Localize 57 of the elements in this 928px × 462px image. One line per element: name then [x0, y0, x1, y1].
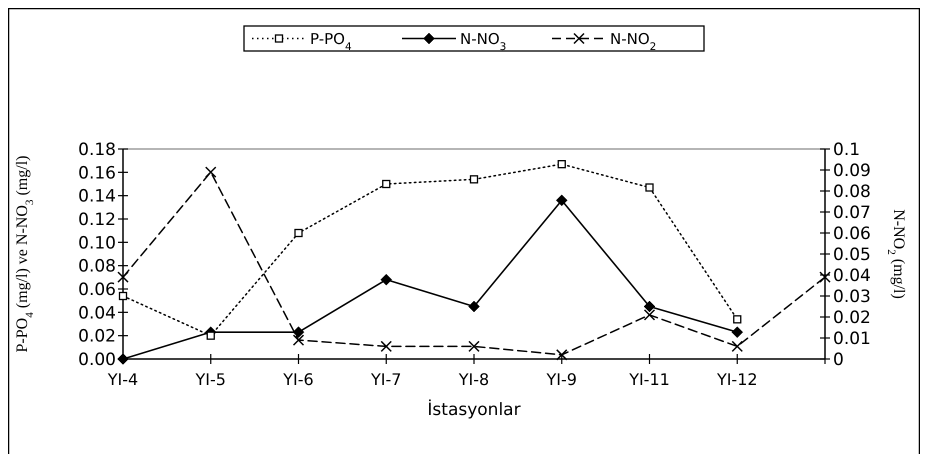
y-tick-label: 0.18 — [78, 140, 116, 160]
legend-label: N-NO$_{2}$ — [610, 30, 656, 53]
point — [819, 271, 831, 283]
point — [468, 340, 480, 352]
point — [294, 228, 303, 238]
point — [468, 300, 480, 312]
y-tick-label: 0.02 — [78, 326, 116, 347]
y-tick-label: 0.08 — [78, 256, 116, 277]
legend-label: N-NO$_{3}$ — [460, 30, 506, 53]
y2-tick-label: 0.09 — [833, 160, 871, 181]
y-tick-label: 0.14 — [78, 186, 116, 207]
x-tick-label: YI-4 — [106, 370, 138, 389]
y2-tick-label: 0 — [833, 350, 844, 370]
y2-tick-label: 0.01 — [833, 328, 871, 349]
point — [380, 274, 392, 286]
y-tick-label: 0.06 — [78, 280, 116, 300]
y-tick-label: 0.04 — [78, 303, 116, 324]
point — [470, 175, 478, 184]
point — [380, 340, 392, 352]
x-tick-label: YI-12 — [716, 370, 758, 389]
x-tick-label: YI-9 — [546, 370, 577, 389]
point — [292, 326, 304, 338]
point — [117, 353, 129, 365]
point — [205, 166, 216, 178]
y2-tick-label: 0.04 — [833, 266, 871, 286]
y2-tick-label: 0.06 — [833, 224, 871, 244]
point — [645, 183, 654, 192]
y2-tick-label: 0.08 — [833, 182, 871, 202]
y2-tick-label: 0.07 — [833, 202, 871, 223]
point — [556, 194, 568, 206]
point — [732, 326, 743, 338]
x-tick-label: YI-5 — [194, 370, 226, 389]
point — [556, 349, 568, 361]
x-tick-label: YI-7 — [370, 370, 402, 389]
point — [118, 292, 128, 300]
point — [733, 315, 742, 324]
x-tick-label: YI-11 — [628, 370, 670, 389]
y-tick-label: 0.12 — [78, 210, 116, 230]
x-axis-title: İstasyonlar — [427, 399, 521, 420]
point — [117, 271, 129, 283]
legend-label: P-PO$_{4}$ — [310, 30, 352, 53]
y2-tick-label: 0.02 — [833, 308, 871, 328]
x-tick-label: YI-8 — [458, 370, 490, 389]
point — [732, 340, 743, 352]
point — [382, 180, 390, 188]
y2-tick-label: 0.1 — [833, 140, 860, 160]
point — [206, 332, 215, 340]
y-tick-label: 0.16 — [78, 163, 116, 184]
point — [558, 160, 566, 168]
y-tick-label: 0.10 — [78, 233, 116, 254]
y2-tick-label: 0.03 — [833, 286, 871, 307]
y2-tick-label: 0.05 — [833, 244, 871, 265]
point — [644, 309, 656, 321]
point — [292, 334, 304, 346]
y-tick-label: 0.00 — [78, 350, 116, 370]
x-tick-label: YI-6 — [282, 370, 314, 389]
point — [644, 300, 656, 312]
